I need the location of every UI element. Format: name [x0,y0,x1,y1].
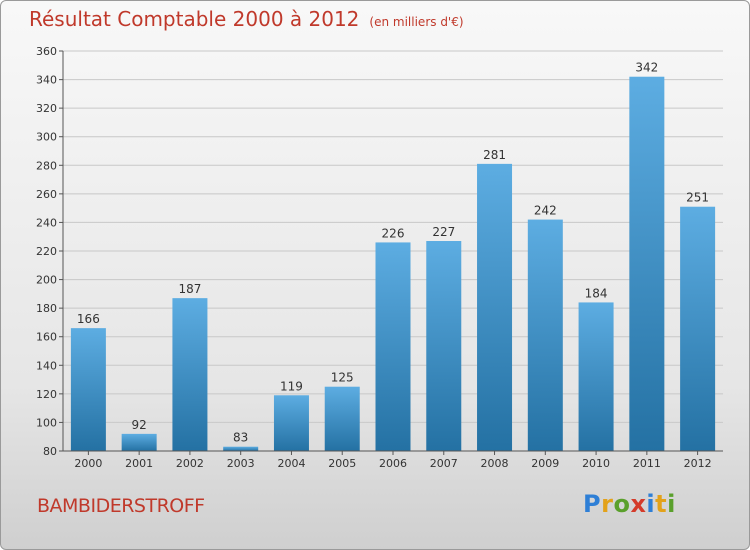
data-label-2001: 92 [132,418,147,432]
logo-letter: o [613,490,631,518]
x-axis-ticks: 2000 2001 2002 2003 2004 2005 2006 2007 2008 2009… [74,451,712,470]
bar-2004 [273,395,309,451]
x-tick-label: 2001 [125,457,153,470]
logo-letter: i [667,490,676,518]
bar-2007 [426,241,462,451]
bar-2003 [223,446,259,451]
x-tick-label: 2002 [176,457,204,470]
y-tick-label: 360 [36,45,57,58]
bar-2011 [629,76,665,451]
data-label-2002: 187 [178,282,201,296]
bar-2001 [121,433,157,451]
y-tick-label: 120 [36,388,57,401]
x-tick-label: 2007 [430,457,458,470]
y-tick-label: 340 [36,74,57,87]
x-tick-label: 2008 [481,457,509,470]
logo-letter: P [583,490,602,518]
y-tick-label: 280 [36,159,57,172]
y-tick-label: 180 [36,302,57,315]
y-tick-label: 80 [43,445,57,458]
y-tick-label: 320 [36,102,57,115]
y-tick-label: 100 [36,416,57,429]
x-tick-label: 2009 [531,457,559,470]
bars [70,76,716,451]
data-labels: 166 92 187 83 119 125 226 227 281 242 184 342 251 [77,61,709,445]
bar-2008 [477,163,513,451]
x-tick-label: 2003 [227,457,255,470]
x-tick-label: 2004 [277,457,305,470]
data-label-2010: 184 [585,286,608,300]
bar-2006 [375,242,411,451]
y-tick-label: 240 [36,216,57,229]
x-tick-label: 2000 [74,457,102,470]
data-label-2006: 226 [382,226,405,240]
x-tick-label: 2005 [328,457,356,470]
proxiti-logo: Proxiti [583,490,676,518]
y-tick-label: 300 [36,131,57,144]
bar-2000 [70,328,106,451]
logo-letter: i [646,490,656,518]
data-label-2007: 227 [432,225,455,239]
bar-2010 [578,302,614,451]
x-tick-label: 2012 [684,457,712,470]
logo-letter: x [630,490,647,518]
y-tick-label: 160 [36,331,57,344]
bar-2002 [172,298,208,451]
logo-letter: t [655,490,668,518]
chart-title: Résultat Comptable 2000 à 2012 (en millie… [29,7,464,31]
data-label-2011: 342 [635,61,658,75]
x-tick-label: 2006 [379,457,407,470]
y-tick-label: 260 [36,188,57,201]
data-label-2009: 242 [534,204,557,218]
data-label-2012: 251 [686,191,709,205]
y-axis-ticks: 80 100 120 140 160 180 200 220 240 260 280 300 320 34… [36,45,63,458]
x-tick-label: 2011 [633,457,661,470]
data-label-2000: 166 [77,312,100,326]
y-tick-label: 200 [36,274,57,287]
y-tick-label: 220 [36,245,57,258]
bar-2012 [680,206,716,451]
data-label-2008: 281 [483,148,506,162]
title-text: Résultat Comptable 2000 à 2012 [29,7,360,31]
x-tick-label: 2010 [582,457,610,470]
unit-text: (en milliers d'€) [369,15,464,29]
data-label-2004: 119 [280,379,303,393]
data-label-2005: 125 [331,371,354,385]
bar-2009 [527,219,563,451]
commune-name: BAMBIDERSTROFF [37,495,205,517]
data-label-2003: 83 [233,431,248,445]
y-tick-label: 140 [36,359,57,372]
logo-letter: r [601,490,614,518]
bar-2005 [324,386,360,451]
